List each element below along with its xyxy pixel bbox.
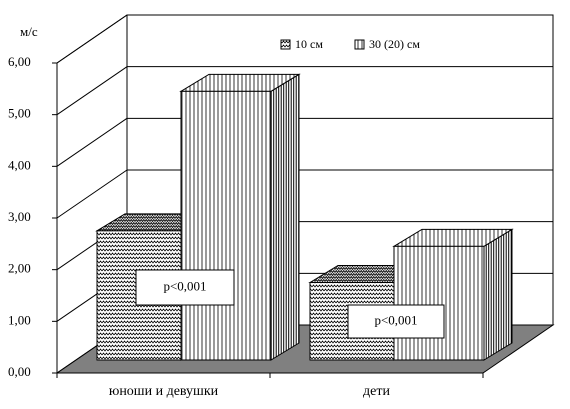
legend-label: 30 (20) см — [369, 37, 420, 51]
grid-line — [56, 66, 128, 116]
annotation: p<0,001 — [163, 278, 206, 293]
bar — [180, 90, 272, 361]
y-tick-label: 2,00 — [8, 261, 31, 276]
x-tick-label: юноши и девушки — [109, 384, 219, 399]
bar-side — [483, 228, 513, 361]
bar — [393, 245, 485, 361]
y-tick-label: 5,00 — [8, 106, 31, 121]
y-tick-label: 4,00 — [8, 157, 31, 172]
annotation-box — [347, 304, 445, 339]
legend-swatch — [354, 39, 365, 50]
y-tick-label: 3,00 — [8, 209, 31, 224]
x-tick-label: дети — [363, 384, 390, 399]
y-tick-label: 6,00 — [8, 54, 31, 69]
grid-line — [56, 169, 128, 219]
bar-side — [270, 73, 300, 361]
grid-line — [56, 14, 128, 64]
y-tick-label: 0,00 — [8, 364, 31, 379]
legend-label: 10 см — [295, 37, 323, 51]
annotation: p<0,001 — [374, 312, 417, 327]
grid-line — [56, 117, 128, 167]
legend-swatch — [280, 39, 291, 50]
annotation-box — [135, 269, 235, 306]
y-axis-label: м/с — [20, 24, 38, 39]
y-tick-label: 1,00 — [8, 312, 31, 327]
